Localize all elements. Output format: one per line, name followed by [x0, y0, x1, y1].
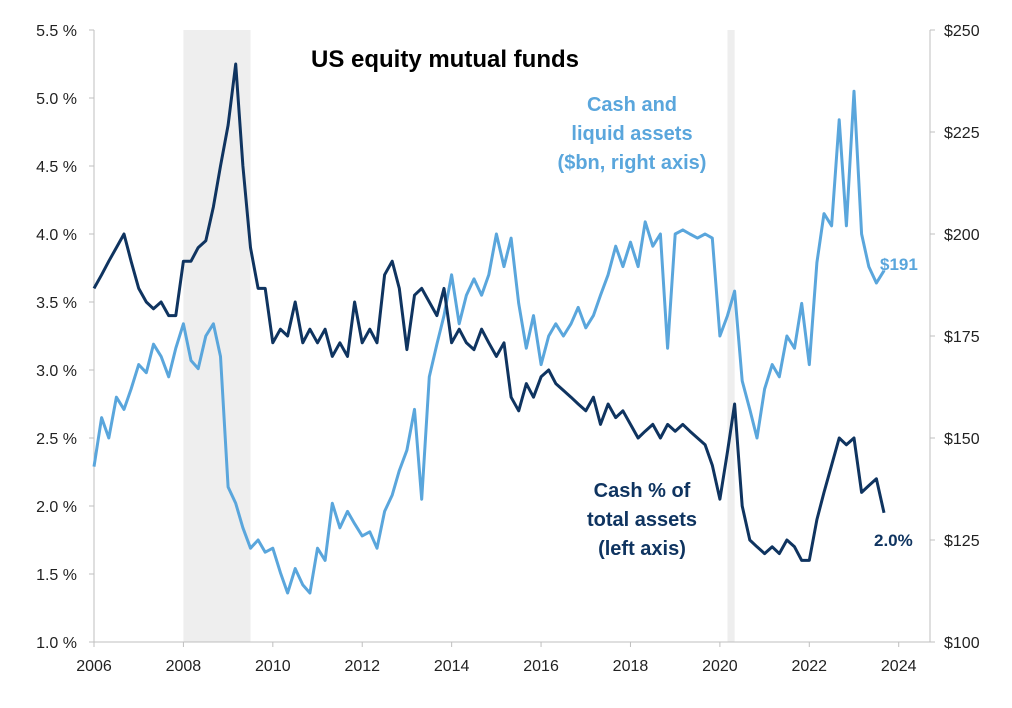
series-lines — [92, 62, 886, 595]
right-tick-label: $200 — [944, 227, 980, 244]
right-tick-label: $150 — [944, 431, 980, 448]
x-tick-label: 2010 — [255, 658, 291, 675]
cash-percent-line — [92, 62, 886, 562]
x-tick-label: 2012 — [344, 658, 380, 675]
left-tick-label: 3.5 % — [36, 295, 77, 312]
right-tick-label: $100 — [944, 635, 980, 652]
left-tick-label: 5.5 % — [36, 23, 77, 40]
right-axis-ticks: $100 $125 $150 $175 $200 $225 $250 — [930, 23, 980, 652]
x-tick-label: 2018 — [613, 658, 649, 675]
x-axis-ticks: 2006 2008 2010 2012 2014 2016 2018 2020 2022 2024 — [76, 642, 917, 675]
series-label-cash-percent: Cash % of total assets (left axis) — [587, 480, 697, 560]
x-tick-label: 2008 — [166, 658, 202, 675]
series-label-line-2: liquid assets — [571, 123, 692, 145]
x-tick-label: 2024 — [881, 658, 917, 675]
series-label-line-3: ($bn, right axis) — [558, 152, 707, 174]
left-axis-ticks: 1.0 % 1.5 % 2.0 % 2.5 % 3.0 % 3.5 % 4.0 % 4.5 %… — [36, 23, 94, 652]
left-tick-label: 4.0 % — [36, 227, 77, 244]
left-tick-label: 2.5 % — [36, 431, 77, 448]
x-tick-label: 2014 — [434, 658, 470, 675]
right-tick-label: $225 — [944, 125, 980, 142]
left-tick-label: 1.0 % — [36, 635, 77, 652]
series-label-line-3: (left axis) — [598, 538, 686, 560]
left-tick-label: 4.5 % — [36, 159, 77, 176]
cash-and-liquid-assets-line — [92, 89, 886, 595]
right-tick-label: $175 — [944, 329, 980, 346]
x-tick-label: 2016 — [523, 658, 559, 675]
series-label-cash-and-liquid-assets: Cash and liquid assets ($bn, right axis) — [558, 94, 707, 174]
series-label-line-1: Cash % of — [594, 480, 691, 502]
right-tick-label: $250 — [944, 23, 980, 40]
series-label-line-1: Cash and — [587, 94, 677, 116]
left-tick-label: 3.0 % — [36, 363, 77, 380]
left-tick-label: 5.0 % — [36, 91, 77, 108]
chart-title: US equity mutual funds — [311, 46, 579, 73]
series-label-line-2: total assets — [587, 509, 697, 531]
shaded-period — [727, 30, 735, 642]
x-tick-label: 2022 — [791, 658, 827, 675]
cash-percent-end-label: 2.0% — [874, 531, 913, 550]
right-tick-label: $125 — [944, 533, 980, 550]
left-tick-label: 1.5 % — [36, 567, 77, 584]
left-tick-label: 2.0 % — [36, 499, 77, 516]
cash-assets-end-label: $191 — [880, 255, 918, 274]
x-tick-label: 2020 — [702, 658, 738, 675]
x-tick-label: 2006 — [76, 658, 112, 675]
